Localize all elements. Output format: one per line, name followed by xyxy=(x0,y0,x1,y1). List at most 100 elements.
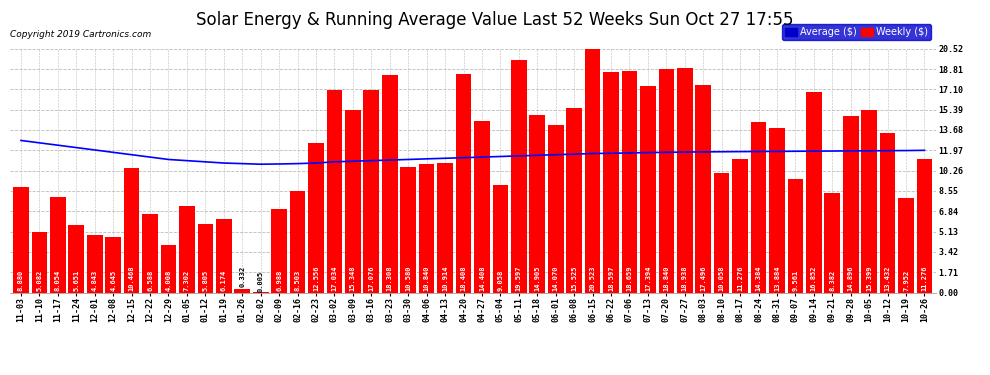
Text: 9.561: 9.561 xyxy=(792,270,798,291)
Bar xyxy=(50,197,65,292)
Text: 10.840: 10.840 xyxy=(424,265,430,291)
Text: 5.082: 5.082 xyxy=(37,270,43,291)
Text: 17.394: 17.394 xyxy=(644,265,650,291)
Text: 7.302: 7.302 xyxy=(184,270,190,291)
Bar xyxy=(547,125,563,292)
Text: 6.988: 6.988 xyxy=(276,270,282,291)
Text: 8.054: 8.054 xyxy=(54,270,60,291)
Text: Copyright 2019 Cartronics.com: Copyright 2019 Cartronics.com xyxy=(10,30,151,39)
Bar xyxy=(806,92,822,292)
Bar xyxy=(603,72,619,292)
Bar xyxy=(124,168,140,292)
Bar xyxy=(198,224,213,292)
Text: 4.008: 4.008 xyxy=(165,270,171,291)
Bar xyxy=(271,210,287,292)
Text: 13.884: 13.884 xyxy=(774,265,780,291)
Bar xyxy=(179,206,195,292)
Text: 11.276: 11.276 xyxy=(922,265,928,291)
Bar xyxy=(346,110,360,292)
Text: 10.914: 10.914 xyxy=(443,265,448,291)
Bar xyxy=(641,86,655,292)
Bar xyxy=(825,193,841,292)
Bar xyxy=(143,214,157,292)
Text: 14.384: 14.384 xyxy=(755,265,761,291)
Legend: Average ($), Weekly ($): Average ($), Weekly ($) xyxy=(782,24,931,40)
Text: 13.432: 13.432 xyxy=(885,265,891,291)
Bar xyxy=(769,128,785,292)
Text: 14.905: 14.905 xyxy=(535,265,541,291)
Text: 19.597: 19.597 xyxy=(516,265,522,291)
Bar xyxy=(160,245,176,292)
Bar xyxy=(585,49,600,292)
Text: 4.843: 4.843 xyxy=(92,270,98,291)
Bar xyxy=(363,90,379,292)
Bar xyxy=(530,116,545,292)
Text: 8.880: 8.880 xyxy=(18,270,24,291)
Bar xyxy=(419,164,435,292)
Text: 18.308: 18.308 xyxy=(387,265,393,291)
Text: 20.523: 20.523 xyxy=(590,265,596,291)
Text: 5.805: 5.805 xyxy=(202,270,208,291)
Bar xyxy=(327,90,343,292)
Bar xyxy=(861,110,877,292)
Text: 8.382: 8.382 xyxy=(830,270,836,291)
Text: 17.076: 17.076 xyxy=(368,265,374,291)
Bar xyxy=(842,116,858,292)
Bar xyxy=(898,198,914,292)
Bar xyxy=(87,235,103,292)
Text: 14.070: 14.070 xyxy=(552,265,558,291)
Text: 18.840: 18.840 xyxy=(663,265,669,291)
Bar xyxy=(32,232,48,292)
Bar xyxy=(216,219,232,292)
Bar xyxy=(308,143,324,292)
Bar xyxy=(235,288,250,292)
Text: 12.556: 12.556 xyxy=(313,265,319,291)
Text: 15.348: 15.348 xyxy=(349,265,355,291)
Text: 10.580: 10.580 xyxy=(405,265,411,291)
Text: Solar Energy & Running Average Value Last 52 Weeks Sun Oct 27 17:55: Solar Energy & Running Average Value Las… xyxy=(196,11,794,29)
Text: 4.645: 4.645 xyxy=(110,270,116,291)
Bar xyxy=(714,173,730,292)
Bar xyxy=(750,122,766,292)
Bar xyxy=(880,133,895,292)
Bar xyxy=(733,159,747,292)
Text: 6.588: 6.588 xyxy=(148,270,153,291)
Text: 15.399: 15.399 xyxy=(866,265,872,291)
Text: 5.651: 5.651 xyxy=(73,270,79,291)
Bar xyxy=(511,60,527,292)
Text: 8.503: 8.503 xyxy=(295,270,301,291)
Text: 14.408: 14.408 xyxy=(479,265,485,291)
Bar xyxy=(658,69,674,292)
Text: 17.034: 17.034 xyxy=(332,265,338,291)
Bar xyxy=(105,237,121,292)
Bar xyxy=(438,163,452,292)
Bar xyxy=(290,192,305,292)
Text: 6.174: 6.174 xyxy=(221,270,227,291)
Text: 15.525: 15.525 xyxy=(571,265,577,291)
Text: 11.276: 11.276 xyxy=(738,265,743,291)
Text: 14.896: 14.896 xyxy=(847,265,853,291)
Text: 18.597: 18.597 xyxy=(608,265,614,291)
Text: 9.058: 9.058 xyxy=(497,270,503,291)
Bar xyxy=(677,68,693,292)
Text: 17.496: 17.496 xyxy=(700,265,706,291)
Bar xyxy=(622,71,638,292)
Text: 0.332: 0.332 xyxy=(240,266,246,287)
Bar xyxy=(695,85,711,292)
Text: 18.659: 18.659 xyxy=(627,265,633,291)
Text: 18.408: 18.408 xyxy=(460,265,466,291)
Text: 16.852: 16.852 xyxy=(811,265,817,291)
Text: 10.058: 10.058 xyxy=(719,265,725,291)
Bar xyxy=(455,74,471,292)
Text: 18.938: 18.938 xyxy=(682,265,688,291)
Bar xyxy=(566,108,582,292)
Bar xyxy=(382,75,398,292)
Bar xyxy=(474,122,490,292)
Bar xyxy=(68,225,84,292)
Bar xyxy=(493,185,508,292)
Bar xyxy=(788,179,803,292)
Bar xyxy=(13,187,29,292)
Bar xyxy=(917,159,933,292)
Text: 7.952: 7.952 xyxy=(903,270,909,291)
Text: 0.005: 0.005 xyxy=(257,271,263,292)
